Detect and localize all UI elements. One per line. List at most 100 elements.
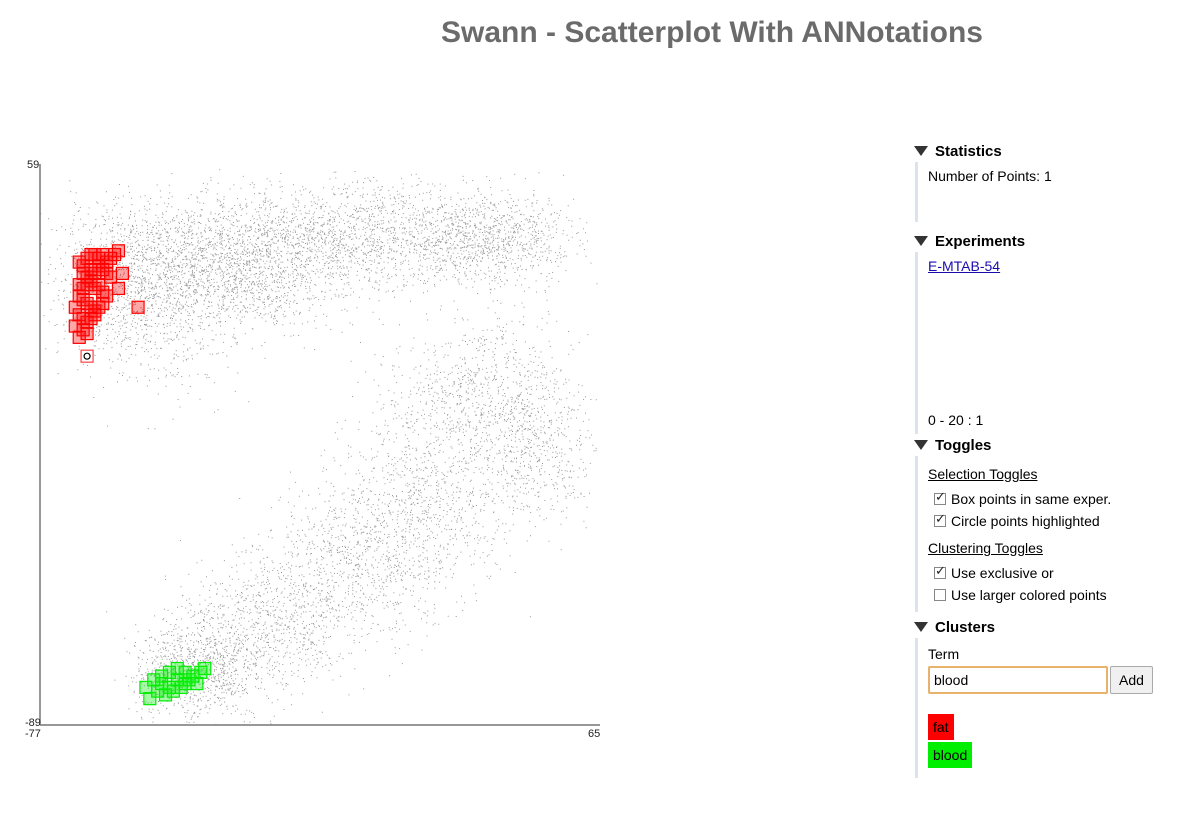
scatterplot[interactable]: 59 -89 -77 65 (0, 0, 640, 836)
cluster-point-fat (76, 293, 90, 307)
experiments-header[interactable]: Experiments (910, 230, 1180, 252)
toggles-header[interactable]: Toggles (910, 434, 1180, 456)
cluster-point-blood (154, 669, 169, 683)
cluster-blood (139, 661, 212, 706)
cluster-point-fat (96, 296, 110, 311)
exclusive-or-checkbox[interactable] (934, 564, 946, 579)
cluster-point-blood (186, 669, 200, 683)
x-axis-min-label: -77 (25, 728, 41, 740)
x-axis-max-label: 65 (588, 728, 600, 740)
experiment-link[interactable]: E-MTAB-54 (928, 258, 1001, 274)
y-axis-max-label: 59 (27, 159, 39, 171)
box-points-checkbox[interactable] (934, 490, 946, 505)
term-row: Add (928, 666, 1180, 694)
cluster-point-blood (166, 684, 180, 698)
exclusive-or-toggle[interactable]: Use exclusive or (934, 562, 1180, 584)
cluster-point-fat (104, 251, 118, 265)
axes: 59 -89 -77 65 (25, 159, 600, 740)
larger-points-checkbox[interactable] (934, 589, 946, 601)
cluster-point-blood (194, 665, 208, 679)
cluster-point-blood (178, 665, 192, 679)
box-points-toggle[interactable]: Box points in same exper. (934, 488, 1180, 510)
scatterplot-canvas[interactable]: 59 -89 -77 65 (0, 0, 640, 836)
circle-points-label: Circle points highlighted (951, 513, 1100, 529)
cluster-point-fat (92, 278, 106, 292)
selection-toggles-title: Selection Toggles (928, 466, 1038, 482)
cluster-point-fat (96, 263, 110, 277)
toggles-title: Toggles (935, 436, 992, 454)
collapse-triangle-icon[interactable] (914, 440, 928, 450)
cluster-point-fat (84, 274, 98, 288)
cluster-point-fat (68, 319, 82, 333)
cluster-point-fat (80, 270, 94, 284)
cluster-point-fat (76, 323, 90, 337)
clusters-header[interactable]: Clusters (910, 616, 1180, 638)
circle-points-toggle[interactable]: Circle points highlighted (934, 510, 1180, 532)
cluster-point-fat (111, 281, 126, 296)
term-input[interactable] (928, 666, 1108, 694)
exclusive-or-label: Use exclusive or (951, 565, 1054, 581)
collapse-triangle-icon[interactable] (914, 236, 928, 246)
cluster-point-blood (139, 680, 153, 694)
cluster-tag-blood[interactable]: blood (928, 742, 973, 768)
cluster-point-blood (190, 677, 204, 691)
statistics-body: Number of Points: 1 (915, 162, 1180, 222)
circle-points-checkbox[interactable] (934, 512, 946, 527)
cluster-point-fat (100, 266, 114, 280)
cluster-point-fat (88, 308, 102, 322)
highlighted-point-box (80, 349, 94, 363)
cluster-point-blood (198, 661, 212, 676)
cluster-point-fat (115, 266, 129, 280)
cluster-point-fat (72, 289, 86, 303)
experiments-title: Experiments (935, 232, 1026, 250)
cluster-point-blood (154, 677, 169, 691)
cluster-point-fat (100, 255, 114, 269)
cluster-point-fat (96, 285, 110, 299)
cluster-point-fat (131, 300, 145, 314)
cluster-point-fat (72, 330, 86, 344)
cluster-point-blood (162, 665, 177, 679)
cluster-point-fat (107, 247, 122, 262)
y-axis-min-label: -89 (25, 717, 41, 729)
statistics-header[interactable]: Statistics (910, 140, 1180, 162)
background-point-cloud (40, 169, 598, 725)
cluster-point-fat (80, 326, 94, 341)
cluster-point-fat (100, 289, 114, 303)
cluster-point-blood (182, 673, 196, 687)
experiment-range: 0 - 20 : 1 (928, 412, 984, 428)
statistics-panel: Statistics Number of Points: 1 (910, 140, 1180, 222)
sidebar: Statistics Number of Points: 1 Experimen… (910, 140, 1180, 778)
clustering-toggles-title: Clustering Toggles (928, 540, 1043, 556)
cluster-point-blood (174, 680, 188, 694)
cluster-point-fat (92, 259, 106, 273)
number-of-points: Number of Points: 1 (928, 168, 1052, 184)
term-label: Term (928, 646, 960, 662)
cluster-point-fat (92, 300, 106, 314)
statistics-title: Statistics (935, 142, 1002, 160)
clusters-body: Term Add fat blood (915, 638, 1180, 778)
cluster-point-fat (72, 255, 86, 269)
cluster-point-fat (68, 300, 82, 314)
cluster-points (68, 244, 212, 706)
larger-points-label: Use larger colored points (951, 587, 1107, 603)
background-points (40, 169, 598, 725)
collapse-triangle-icon[interactable] (914, 146, 928, 156)
cluster-tag-fat[interactable]: fat (928, 714, 954, 740)
cluster-tags: fat blood (928, 714, 1180, 768)
toggles-panel: Toggles Selection Toggles Box points in … (910, 434, 1180, 612)
toggles-body: Selection Toggles Box points in same exp… (915, 456, 1180, 612)
cluster-point-blood (147, 673, 161, 687)
clusters-panel: Clusters Term Add fat blood (910, 616, 1180, 778)
cluster-point-blood (170, 661, 184, 676)
cluster-point-fat (104, 270, 118, 284)
add-button[interactable]: Add (1110, 666, 1153, 694)
cluster-point-blood (143, 692, 157, 706)
cluster-point-fat (76, 259, 90, 273)
cluster-point-fat (111, 244, 126, 258)
cluster-point-fat (88, 281, 102, 296)
cluster-fat (68, 244, 145, 344)
larger-points-toggle[interactable]: Use larger colored points (934, 584, 1180, 606)
collapse-triangle-icon[interactable] (914, 622, 928, 632)
box-points-label: Box points in same exper. (951, 491, 1112, 507)
experiments-panel: Experiments E-MTAB-54 0 - 20 : 1 (910, 230, 1180, 434)
